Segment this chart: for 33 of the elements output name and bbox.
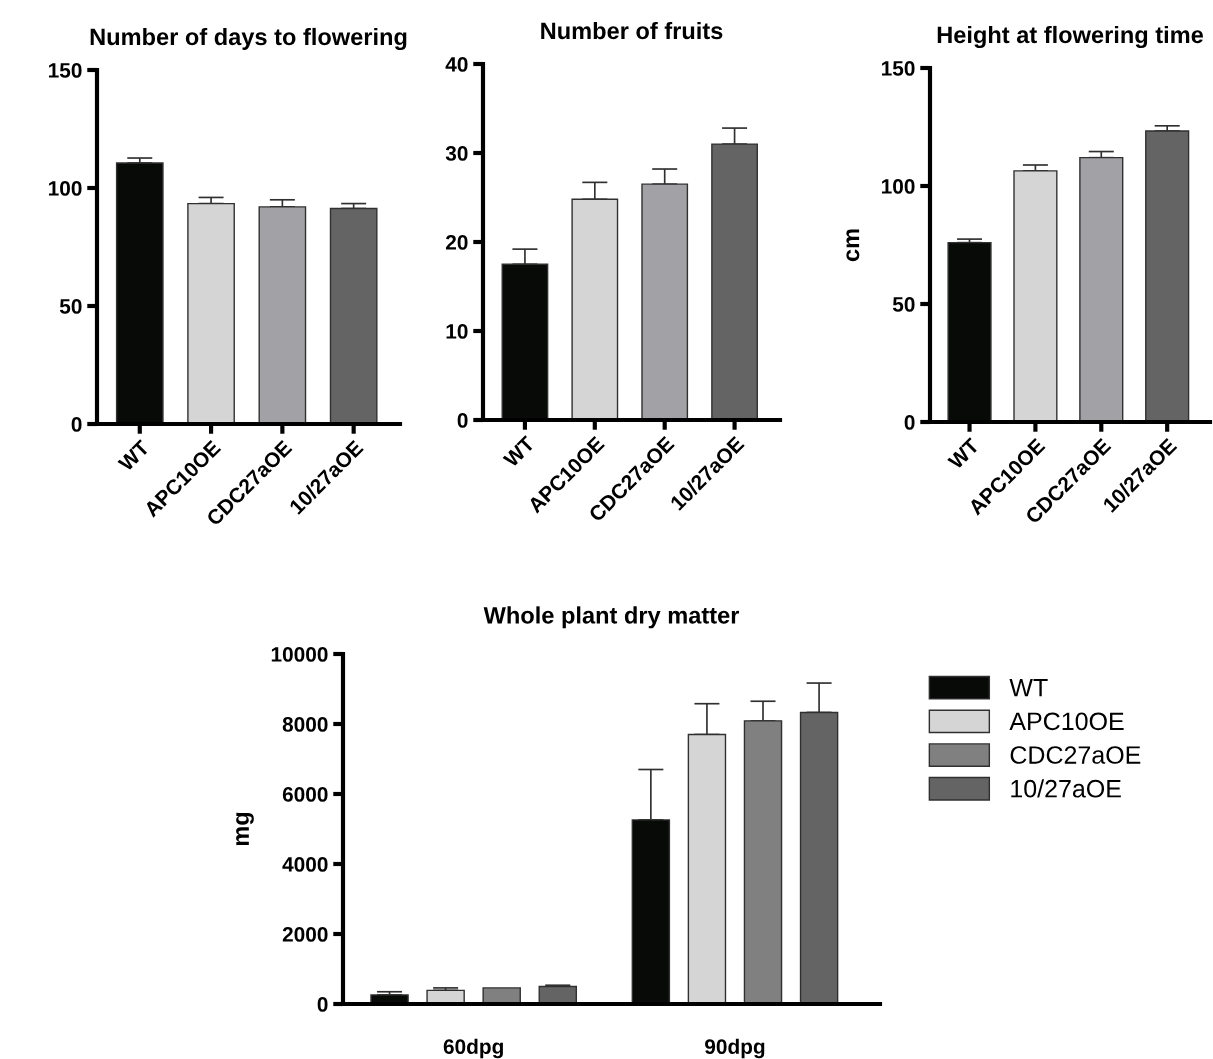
legend-label: WT bbox=[1009, 679, 1048, 697]
y-tick-label: 150 bbox=[881, 61, 915, 76]
y-tick-label: 0 bbox=[904, 415, 915, 430]
y-axis-title: mg bbox=[236, 812, 254, 846]
x-tick-label: WT bbox=[117, 439, 151, 473]
y-tick-label: 40 bbox=[445, 57, 468, 72]
y-tick-label: 2000 bbox=[282, 927, 328, 942]
x-tick-label: 90dpg bbox=[705, 1038, 765, 1059]
chart-title: Number of days to flowering bbox=[90, 27, 407, 50]
x-tick-label: 60dpg bbox=[443, 1038, 503, 1059]
y-tick-label: 150 bbox=[48, 63, 82, 78]
y-axis-title: cm bbox=[846, 229, 860, 262]
x-tick-label: WT bbox=[502, 435, 536, 469]
y-tick-label: 100 bbox=[48, 181, 82, 196]
y-tick-label: 100 bbox=[881, 179, 915, 194]
y-tick-label: 8000 bbox=[282, 717, 328, 732]
y-tick-label: 0 bbox=[317, 997, 328, 1012]
y-tick-label: 10 bbox=[446, 324, 468, 339]
y-tick-label: 10000 bbox=[271, 647, 328, 662]
chart-title: Number of fruits bbox=[541, 21, 723, 40]
y-tick-label: 50 bbox=[892, 297, 915, 312]
y-tick-label: 6000 bbox=[282, 787, 328, 802]
legend-label: APC10OE bbox=[1009, 712, 1124, 731]
y-tick-label: 4000 bbox=[282, 857, 328, 872]
chart-title: Height at flowering time bbox=[937, 25, 1204, 48]
y-tick-label: 20 bbox=[445, 235, 468, 250]
chart-title: Whole plant dry matter bbox=[483, 606, 740, 629]
y-tick-label: 0 bbox=[457, 413, 468, 428]
legend-label: 10/27aOE bbox=[1011, 779, 1121, 798]
y-tick-label: 50 bbox=[59, 299, 82, 314]
y-tick-label: 0 bbox=[71, 417, 82, 432]
y-tick-label: 30 bbox=[445, 146, 468, 161]
legend-label: CDC27aOE bbox=[1010, 746, 1141, 764]
